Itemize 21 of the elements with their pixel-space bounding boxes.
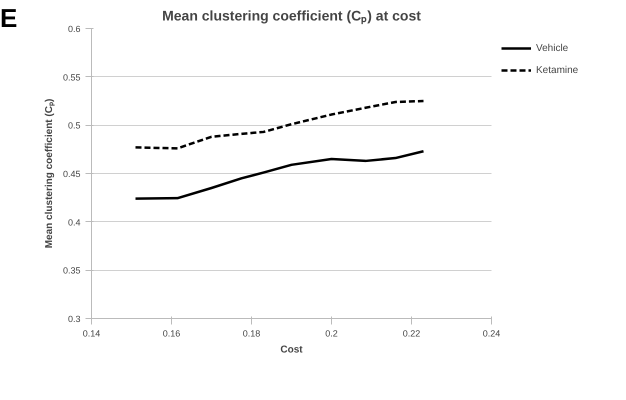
line-series <box>134 150 425 200</box>
y-tick-label: 0.5 <box>68 120 81 131</box>
chart-title: Mean clustering coefficient (Cₚ) at cost <box>162 8 422 24</box>
x-axis-title: Cost <box>280 344 304 356</box>
x-tick-label: 0.22 <box>402 328 420 338</box>
y-tick-label: 0.55 <box>62 72 81 82</box>
x-tick-label: 0.18 <box>242 328 260 338</box>
y-tick-label: 0.6 <box>68 24 81 34</box>
x-tick-label: 0.16 <box>162 328 180 338</box>
x-tick-label: 0.24 <box>482 328 500 338</box>
y-axis-title: Mean clustering coefficient (Cₚ) <box>44 98 55 248</box>
y-tick-label: 0.4 <box>68 217 81 228</box>
legend-label: Vehicle <box>536 42 568 54</box>
x-tick-label: 0.14 <box>82 328 100 338</box>
x-tick-label: 0.2 <box>325 328 338 338</box>
line-series <box>134 100 425 150</box>
y-tick-label: 0.35 <box>62 266 81 276</box>
y-tick-label: 0.3 <box>68 314 81 324</box>
y-tick-label: 0.45 <box>62 169 81 179</box>
legend-label: Ketamine <box>536 64 578 76</box>
text: E <box>0 2 18 35</box>
